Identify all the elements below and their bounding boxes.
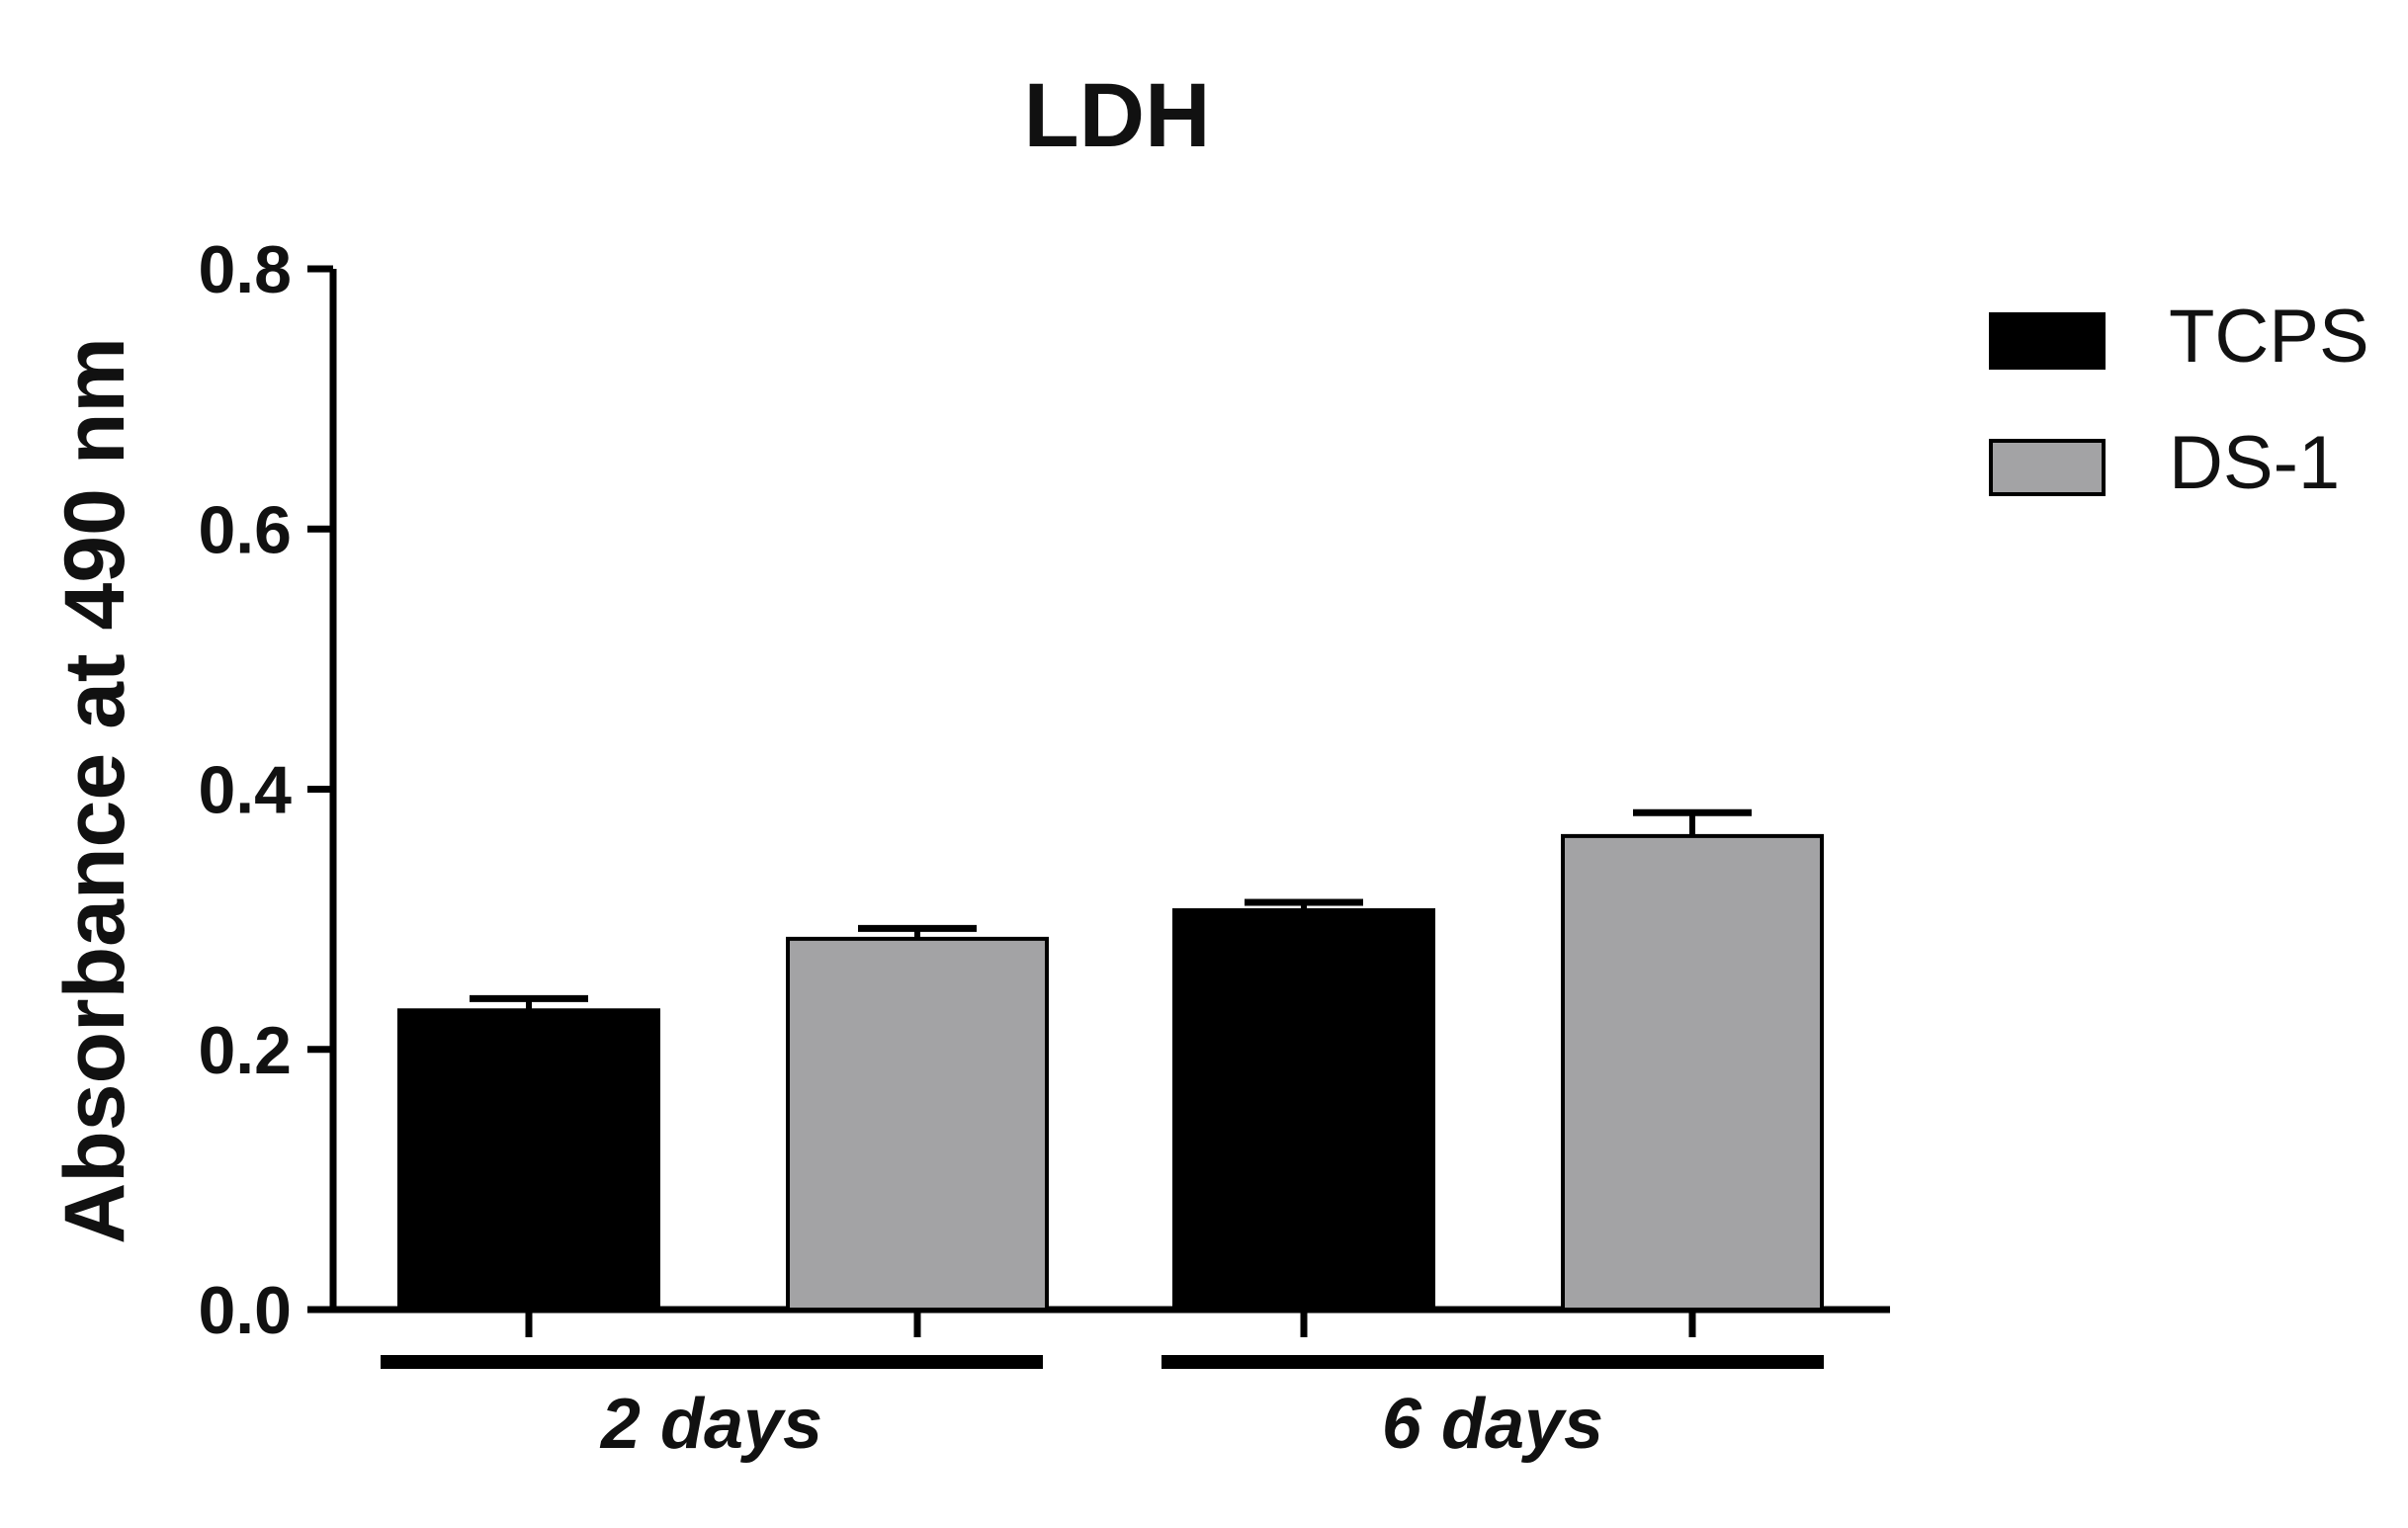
bar-tcps-6-days bbox=[1172, 907, 1435, 1312]
legend-swatch bbox=[1989, 312, 2106, 370]
bar-ds-1-6-days bbox=[1561, 833, 1824, 1312]
y-tick-label: 0.2 bbox=[198, 1013, 292, 1088]
bars bbox=[397, 808, 1824, 1313]
y-tick-label: 0.8 bbox=[198, 232, 292, 307]
y-tick-label: 0.4 bbox=[198, 753, 292, 828]
legend-label: DS-1 bbox=[2169, 421, 2340, 505]
y-axis-label-group: Absorbance at 490 nm bbox=[47, 337, 142, 1244]
chart-title: LDH bbox=[1023, 65, 1210, 166]
group-label: 2 days bbox=[599, 1385, 822, 1464]
bar-tcps-2-days bbox=[397, 1008, 660, 1312]
bar-ds-1-2-days bbox=[786, 936, 1049, 1313]
legend-label: TCPS bbox=[2169, 295, 2369, 379]
y-tick-label: 0.0 bbox=[198, 1273, 292, 1348]
group-label: 6 days bbox=[1382, 1385, 1603, 1464]
group-labels: 2 days 6 days bbox=[381, 1355, 1824, 1464]
y-tick-label: 0.6 bbox=[198, 492, 292, 567]
legend: TCPS DS-1 bbox=[1989, 295, 2369, 505]
y-axis-label: Absorbance at 490 nm bbox=[47, 337, 142, 1244]
legend-swatch bbox=[1989, 439, 2106, 496]
